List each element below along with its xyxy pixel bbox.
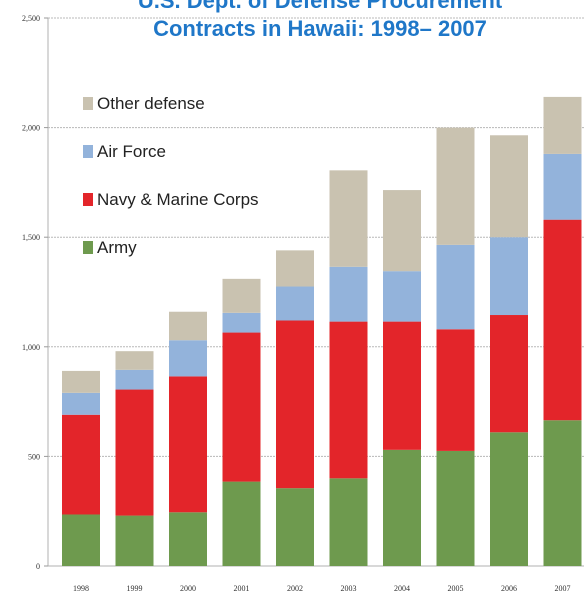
legend-label: Army	[97, 238, 137, 257]
bar-segment-other-defense-2002	[276, 250, 314, 287]
x-tick-label: 2006	[501, 584, 517, 593]
bar-segment-navy-marine-corps-2000	[169, 376, 207, 513]
bar-segment-other-defense-2001	[222, 278, 261, 313]
x-tick-label: 2005	[448, 584, 464, 593]
gridlines	[48, 17, 584, 457]
chart-title-line-2: Contracts in Hawaii: 1998– 2007	[153, 16, 487, 41]
y-tick-label: 0	[36, 562, 40, 571]
y-tick-label: 1,000	[22, 343, 40, 352]
legend-label: Air Force	[97, 142, 166, 161]
bar-segment-air-force-2003	[329, 266, 368, 322]
x-axis-ticks: 1998 1999 2000 2001 2002 2003 2004 2005 2006 2007	[73, 584, 571, 593]
bar-segment-army-2004	[383, 449, 421, 566]
bar-segment-other-defense-2007	[543, 96, 582, 154]
x-tick-label: 2003	[341, 584, 357, 593]
x-tick-label: 2000	[180, 584, 196, 593]
bar-segment-navy-marine-corps-2004	[383, 321, 421, 450]
x-tick-label: 2002	[287, 584, 303, 593]
y-tick-label: 1,500	[22, 233, 40, 242]
bar-segment-navy-marine-corps-2003	[329, 321, 368, 479]
bar-segment-navy-marine-corps-2006	[490, 315, 528, 433]
bars	[62, 96, 582, 566]
bar-segment-other-defense-1999	[115, 351, 154, 370]
bar-segment-air-force-2002	[276, 286, 314, 321]
bar-segment-other-defense-2005	[436, 127, 475, 245]
legend-label: Other defense	[97, 94, 205, 113]
y-tick-label: 500	[28, 452, 40, 461]
bar-segment-other-defense-2006	[490, 135, 528, 238]
x-tick-label: 2001	[234, 584, 250, 593]
bar-segment-air-force-2001	[222, 312, 261, 333]
bar-segment-air-force-2000	[169, 340, 207, 377]
x-tick-label: 2004	[394, 584, 410, 593]
bar-segment-army-1999	[115, 515, 154, 566]
bar-segment-navy-marine-corps-1999	[115, 389, 154, 516]
bar-segment-navy-marine-corps-2002	[276, 320, 314, 489]
bar-segment-army-2003	[329, 478, 368, 566]
bar-segment-air-force-2005	[436, 244, 475, 330]
legend-label: Navy & Marine Corps	[97, 190, 259, 209]
y-axis-ticks: 0 500 1,000 1,500 2,000 2,500	[22, 14, 48, 571]
bar-segment-army-2006	[490, 432, 528, 566]
bar-segment-air-force-2007	[543, 153, 582, 220]
chart-title-line-1: U.S. Dept. of Defense Procurement	[138, 0, 503, 13]
bar-segment-army-2002	[276, 488, 314, 566]
chart-title: U.S. Dept. of Defense Procurement Contra…	[138, 0, 503, 41]
legend-swatch	[83, 193, 93, 206]
bar-segment-navy-marine-corps-2005	[436, 329, 475, 451]
y-tick-label: 2,500	[22, 14, 40, 23]
bar-segment-air-force-2006	[490, 237, 528, 316]
bar-segment-air-force-2004	[383, 271, 421, 322]
bar-segment-navy-marine-corps-2007	[543, 219, 582, 421]
bar-segment-air-force-1999	[115, 369, 154, 390]
legend-swatch	[83, 241, 93, 254]
bar-segment-navy-marine-corps-1998	[62, 414, 100, 515]
legend-swatch	[83, 97, 93, 110]
bar-segment-army-2000	[169, 512, 207, 566]
bar-segment-navy-marine-corps-2001	[222, 332, 261, 482]
y-tick-label: 2,000	[22, 124, 40, 133]
bar-segment-other-defense-2004	[383, 190, 421, 272]
bar-segment-army-2001	[222, 481, 261, 566]
x-tick-label: 2007	[555, 584, 571, 593]
x-tick-label: 1998	[73, 584, 89, 593]
legend-swatch	[83, 145, 93, 158]
bar-segment-air-force-1998	[62, 392, 100, 415]
bar-segment-other-defense-2000	[169, 311, 207, 341]
bar-segment-army-2005	[436, 450, 475, 566]
bar-segment-army-1998	[62, 514, 100, 566]
bar-segment-army-2007	[543, 420, 582, 566]
legend: Other defense Air Force Navy & Marine Corp…	[83, 94, 259, 257]
bar-segment-other-defense-1998	[62, 370, 100, 393]
bar-segment-other-defense-2003	[329, 170, 368, 267]
x-tick-label: 1999	[127, 584, 143, 593]
